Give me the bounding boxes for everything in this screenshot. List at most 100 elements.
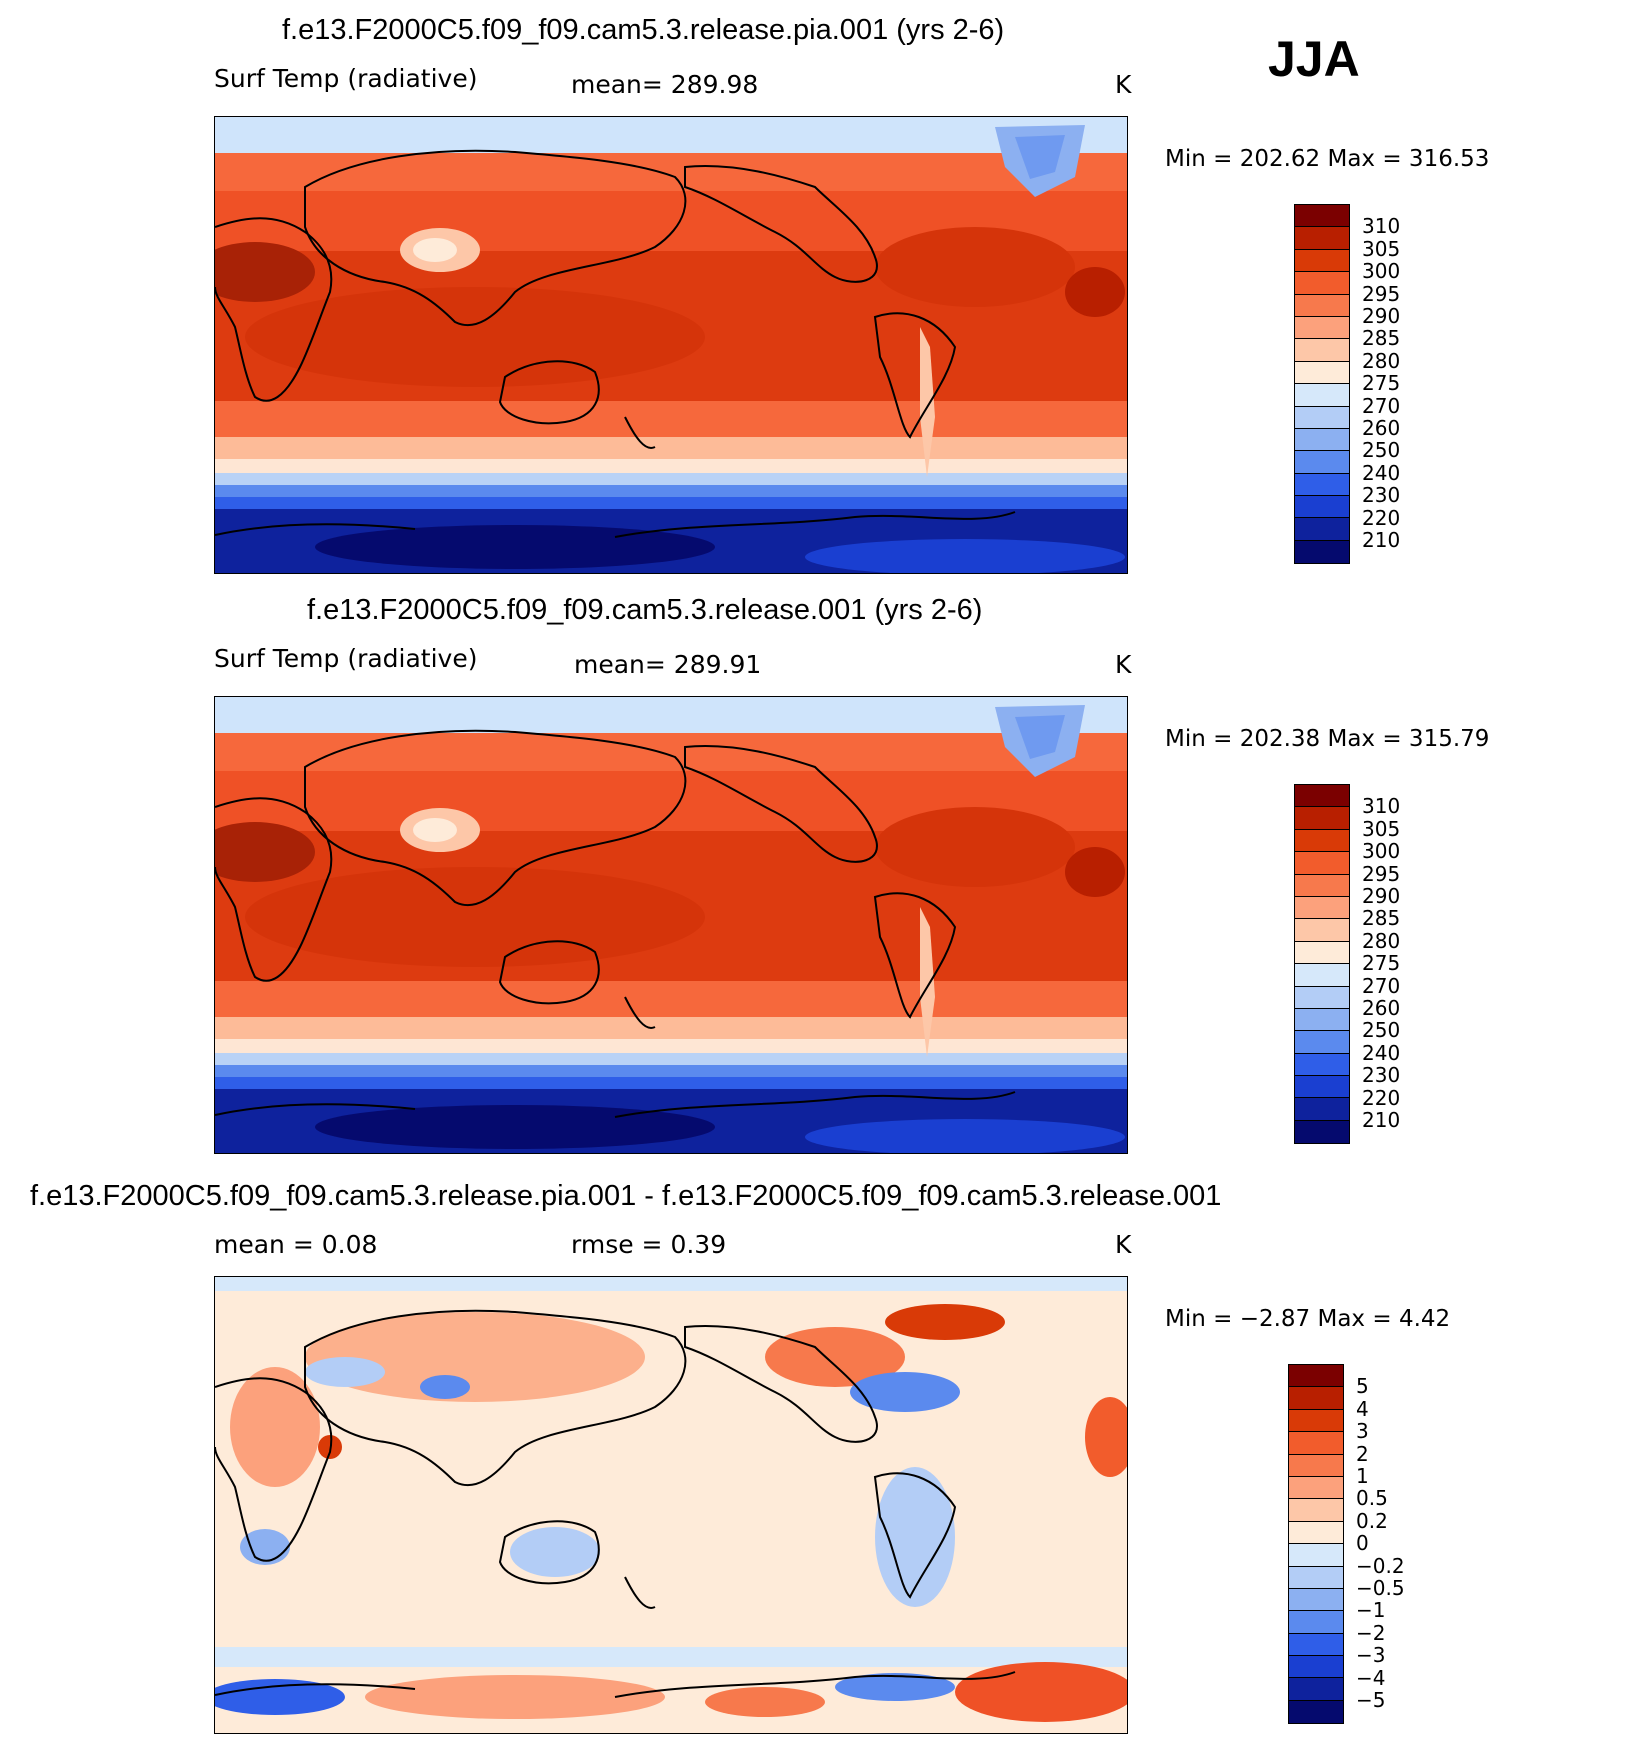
colorbar-tick-label: 4 (1356, 1396, 1369, 1421)
panel-3-difference-field (215, 1277, 1127, 1733)
colorbar-tick-label: 270 (1362, 393, 1401, 418)
colorbar-swatch (1289, 1544, 1343, 1567)
colorbar-swatch (1289, 1387, 1343, 1410)
colorbar-swatch (1295, 518, 1349, 541)
colorbar-tick-label: 220 (1362, 505, 1401, 530)
colorbar-tick-label: 305 (1362, 236, 1401, 261)
panel-2-temperature-field (215, 697, 1127, 1153)
colorbar-swatch (1289, 1454, 1343, 1477)
colorbar-swatch (1295, 941, 1349, 965)
panel-1-title: f.e13.F2000C5.f09_f09.cam5.3.release.pia… (282, 14, 1005, 46)
colorbar-swatch (1295, 1098, 1349, 1121)
colorbar-swatch (1289, 1656, 1343, 1679)
colorbar-tick-label: 260 (1362, 996, 1401, 1020)
colorbar-tick-label: −3 (1356, 1643, 1386, 1668)
panel-3-rmse-label: rmse = 0.39 (571, 1230, 727, 1259)
colorbar-swatch (1295, 785, 1349, 808)
colorbar-tick-label: −0.5 (1356, 1576, 1405, 1600)
colorbar-tick-label: 290 (1362, 304, 1401, 328)
colorbar-swatch (1289, 1678, 1343, 1701)
colorbar-swatch (1295, 361, 1349, 385)
colorbar-swatch (1289, 1700, 1343, 1724)
colorbar-swatch (1295, 1008, 1349, 1032)
panel-3-map (214, 1276, 1128, 1734)
colorbar-swatch (1295, 496, 1349, 519)
panel-1-temperature-field (215, 117, 1127, 573)
colorbar-tick-label: −4 (1356, 1665, 1386, 1690)
colorbar-tick-label: 305 (1362, 816, 1401, 841)
colorbar-swatch (1295, 316, 1349, 340)
colorbar-swatch (1295, 428, 1349, 452)
colorbar-swatch (1289, 1409, 1343, 1433)
colorbar-tick-label: 310 (1362, 214, 1401, 239)
colorbar-tick-label: 295 (1362, 861, 1401, 886)
panel-2-units-label: K (1115, 650, 1132, 679)
panel-3-colorbar (1288, 1364, 1344, 1725)
colorbar-swatch (1295, 1076, 1349, 1099)
colorbar-tick-label: 300 (1362, 839, 1401, 864)
colorbar-swatch (1289, 1432, 1343, 1455)
colorbar-swatch (1289, 1633, 1343, 1657)
colorbar-swatch (1295, 807, 1349, 830)
colorbar-tick-label: 275 (1362, 951, 1401, 976)
colorbar-tick-label: −5 (1356, 1688, 1386, 1712)
panel-2-colorbar (1294, 784, 1350, 1145)
panel-2-title: f.e13.F2000C5.f09_f09.cam5.3.release.001… (307, 594, 983, 626)
colorbar-tick-label: −2 (1356, 1620, 1386, 1645)
colorbar-swatch (1295, 852, 1349, 875)
colorbar-tick-label: 285 (1362, 326, 1401, 351)
colorbar-tick-label: 3 (1356, 1419, 1369, 1444)
colorbar-swatch (1295, 874, 1349, 897)
colorbar-swatch (1295, 205, 1349, 228)
colorbar-swatch (1289, 1499, 1343, 1522)
colorbar-tick-label: 250 (1362, 1018, 1401, 1043)
colorbar-tick-label: 300 (1362, 259, 1401, 284)
colorbar-tick-label: 285 (1362, 906, 1401, 931)
panel-3-title: f.e13.F2000C5.f09_f09.cam5.3.release.pia… (30, 1180, 1222, 1212)
colorbar-tick-label: 250 (1362, 438, 1401, 463)
colorbar-tick-label: 270 (1362, 973, 1401, 998)
colorbar-swatch (1295, 986, 1349, 1009)
panel-1-colorbar (1294, 204, 1350, 565)
panel-3-mean-label: mean = 0.08 (214, 1230, 378, 1259)
colorbar-swatch (1295, 1120, 1349, 1144)
panel-1-units-label: K (1115, 70, 1132, 99)
panel-2-map (214, 696, 1128, 1154)
colorbar-tick-label: 260 (1362, 416, 1401, 440)
panel-2-variable-label: Surf Temp (radiative) (214, 644, 478, 673)
colorbar-tick-label: 280 (1362, 348, 1401, 373)
colorbar-swatch (1295, 1031, 1349, 1054)
colorbar-swatch (1295, 272, 1349, 295)
colorbar-swatch (1289, 1566, 1343, 1589)
colorbar-tick-label: 1 (1356, 1464, 1369, 1488)
panel-1-variable-label: Surf Temp (radiative) (214, 64, 478, 93)
colorbar-swatch (1295, 451, 1349, 474)
colorbar-swatch (1289, 1588, 1343, 1612)
colorbar-swatch (1289, 1476, 1343, 1500)
colorbar-swatch (1289, 1365, 1343, 1388)
colorbar-swatch (1295, 1053, 1349, 1077)
colorbar-swatch (1295, 227, 1349, 250)
panel-1-map (214, 116, 1128, 574)
colorbar-tick-label: 2 (1356, 1441, 1369, 1466)
colorbar-tick-label: 5 (1356, 1374, 1369, 1399)
season-label: JJA (1268, 31, 1360, 87)
colorbar-tick-label: 240 (1362, 1040, 1401, 1065)
colorbar-swatch (1295, 384, 1349, 407)
panel-1-minmax-label: Min = 202.62 Max = 316.53 (1165, 146, 1490, 172)
colorbar-tick-label: 0 (1356, 1531, 1369, 1556)
colorbar-swatch (1295, 829, 1349, 853)
colorbar-swatch (1295, 249, 1349, 273)
colorbar-swatch (1289, 1611, 1343, 1634)
colorbar-tick-label: −1 (1356, 1598, 1386, 1623)
colorbar-swatch (1295, 540, 1349, 564)
panel-2-mean-label: mean= 289.91 (574, 650, 762, 679)
colorbar-swatch (1295, 896, 1349, 920)
panel-1-mean-label: mean= 289.98 (571, 70, 759, 99)
colorbar-tick-label: 275 (1362, 371, 1401, 396)
colorbar-tick-label: 295 (1362, 281, 1401, 306)
panel-3-units-label: K (1115, 1230, 1132, 1259)
colorbar-tick-label: 210 (1362, 528, 1401, 552)
colorbar-tick-label: 230 (1362, 483, 1401, 508)
colorbar-tick-label: −0.2 (1356, 1553, 1405, 1578)
